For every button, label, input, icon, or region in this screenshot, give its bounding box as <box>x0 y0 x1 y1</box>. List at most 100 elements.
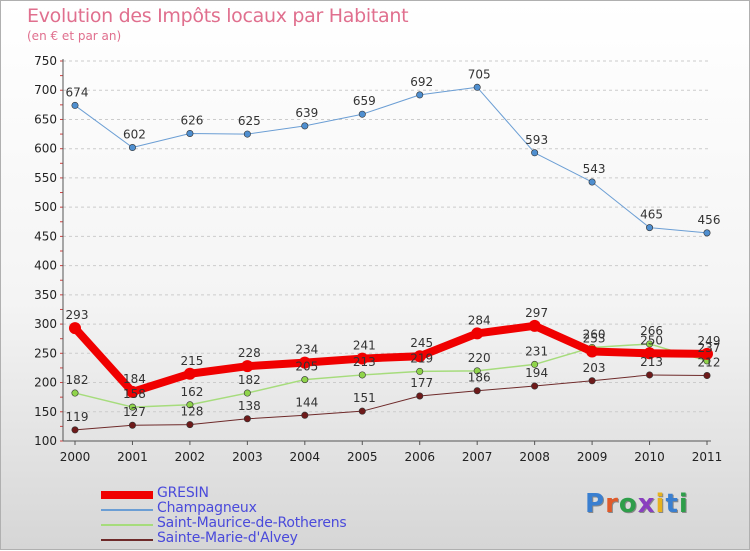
legend-label: Champagneux <box>157 500 257 516</box>
data-label: 245 <box>410 336 433 350</box>
data-point <box>586 345 599 358</box>
data-point <box>643 347 656 360</box>
data-label: 219 <box>410 351 433 365</box>
data-label: 215 <box>180 354 203 368</box>
x-tick-label: 2010 <box>634 450 665 464</box>
y-tick-label: 100 <box>34 434 57 448</box>
data-label: 186 <box>468 371 491 385</box>
data-label: 127 <box>123 405 146 419</box>
data-label: 212 <box>698 356 721 370</box>
data-label: 177 <box>410 376 433 390</box>
legend-swatch <box>101 524 153 526</box>
x-tick-label: 2005 <box>347 450 378 464</box>
data-point <box>128 421 136 429</box>
data-point <box>531 360 539 368</box>
logo-letter: t <box>665 489 679 519</box>
series-line-0 <box>71 321 711 396</box>
data-label: 639 <box>295 106 318 120</box>
data-label: 249 <box>698 334 721 348</box>
data-point <box>646 340 654 348</box>
data-label: 293 <box>66 308 89 322</box>
x-tick-label: 2011 <box>692 450 723 464</box>
data-point <box>588 377 596 385</box>
data-label: 213 <box>353 355 376 369</box>
y-tick-label: 450 <box>34 229 57 243</box>
y-tick-label: 250 <box>34 346 57 360</box>
data-point <box>186 421 194 429</box>
data-label: 593 <box>525 133 548 147</box>
y-tick-label: 650 <box>34 112 57 126</box>
logo-letter: i <box>655 489 666 519</box>
x-tick-label: 2009 <box>577 450 608 464</box>
data-point <box>241 360 254 373</box>
data-point <box>243 389 251 397</box>
data-point <box>358 371 366 379</box>
data-point <box>69 322 81 335</box>
data-point <box>473 387 481 395</box>
y-tick-label: 500 <box>34 200 57 214</box>
data-point <box>183 367 196 380</box>
data-point <box>186 401 194 409</box>
data-point <box>471 327 484 340</box>
data-label: 674 <box>66 85 89 99</box>
data-label: 231 <box>525 344 548 358</box>
data-point <box>473 367 481 375</box>
data-label: 205 <box>295 360 318 374</box>
series-line-3 <box>74 374 708 431</box>
data-point <box>358 110 366 118</box>
data-label: 297 <box>525 306 548 320</box>
series-line-2 <box>74 343 708 408</box>
logo-letter: i <box>678 489 689 519</box>
data-label: 203 <box>583 361 606 375</box>
data-label: 182 <box>66 373 89 387</box>
chart-subtitle: (en € et par an) <box>27 29 122 43</box>
x-tick-label: 2006 <box>404 450 435 464</box>
data-label: 128 <box>180 405 203 419</box>
data-label: 138 <box>238 399 261 413</box>
data-label: 194 <box>525 366 548 380</box>
y-tick-label: 700 <box>34 83 57 97</box>
data-point <box>531 382 539 390</box>
y-tick-label: 400 <box>34 259 57 273</box>
legend-label: Saint-Maurice-de-Rotherens <box>157 515 347 531</box>
legend-swatch <box>101 509 153 511</box>
data-point <box>646 371 654 379</box>
y-tick-label: 200 <box>34 376 57 390</box>
data-point <box>588 178 596 186</box>
data-label: 234 <box>295 343 318 357</box>
data-label-layer: 674 602 626 625 639 659 692 705 593 543 465 456 293 1… <box>66 67 721 424</box>
data-point <box>413 350 426 363</box>
axis-layer: 100 150 200 250 300 350 400 450 500 550 600 650 700 7… <box>34 54 722 464</box>
data-label: 705 <box>468 67 491 81</box>
data-point <box>243 415 251 423</box>
y-tick-label: 750 <box>34 54 57 68</box>
data-label: 626 <box>180 113 203 127</box>
data-point <box>301 122 309 130</box>
data-point <box>128 144 136 152</box>
data-point <box>356 352 369 365</box>
data-point <box>358 407 366 415</box>
data-label: 253 <box>583 332 606 346</box>
data-point <box>703 229 711 237</box>
data-label: 220 <box>468 351 491 365</box>
data-point <box>71 389 79 397</box>
data-point <box>186 129 194 137</box>
legend-label: GRESIN <box>157 485 209 501</box>
data-point <box>646 224 654 232</box>
series-layer <box>69 83 713 434</box>
data-label: 465 <box>640 208 663 222</box>
logo-letter: r <box>605 489 619 519</box>
y-tick-label: 350 <box>34 288 57 302</box>
data-point <box>416 367 424 375</box>
data-label: 284 <box>468 313 491 327</box>
x-tick-label: 2001 <box>117 450 148 464</box>
logo-letter: o <box>618 489 638 519</box>
data-label: 659 <box>353 94 376 108</box>
data-label: 158 <box>123 387 146 401</box>
logo-letter: P <box>585 489 606 519</box>
data-point <box>126 385 139 398</box>
data-point <box>71 426 79 434</box>
x-tick-label: 2000 <box>60 450 91 464</box>
data-point <box>528 319 541 332</box>
